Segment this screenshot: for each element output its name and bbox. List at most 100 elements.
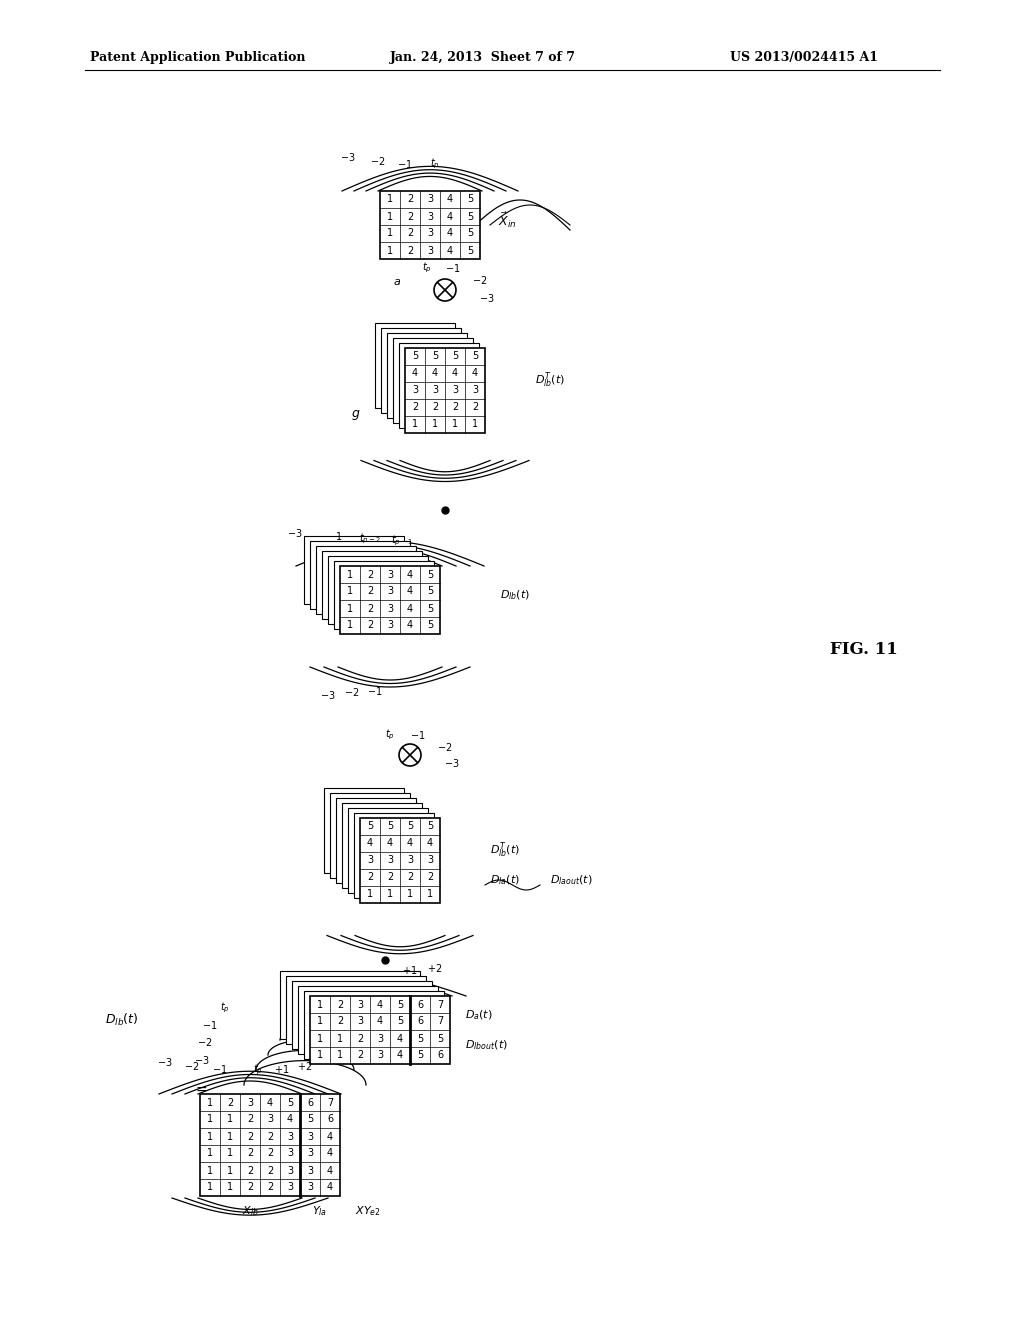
Text: $-2$: $-2$ <box>184 1060 200 1072</box>
Text: 3: 3 <box>247 1097 253 1107</box>
Text: 4: 4 <box>367 838 373 847</box>
Text: 4: 4 <box>432 368 438 378</box>
Text: 5: 5 <box>412 351 418 360</box>
Text: 3: 3 <box>432 385 438 395</box>
Text: 1: 1 <box>227 1114 233 1125</box>
Text: 3: 3 <box>287 1183 293 1192</box>
Text: 5: 5 <box>452 351 458 360</box>
Text: 3: 3 <box>307 1148 313 1159</box>
Text: 4: 4 <box>377 999 383 1010</box>
Text: 5: 5 <box>427 620 433 631</box>
Text: 2: 2 <box>267 1148 273 1159</box>
Text: 4: 4 <box>407 603 413 614</box>
Text: $-1$: $-1$ <box>411 729 426 741</box>
Bar <box>200 1094 340 1196</box>
Bar <box>336 797 416 883</box>
Text: 4: 4 <box>327 1166 333 1176</box>
Text: 4: 4 <box>397 1051 403 1060</box>
Text: $Y_{la}$: $Y_{la}$ <box>312 1204 328 1218</box>
Text: 2: 2 <box>227 1097 233 1107</box>
Text: 1: 1 <box>387 194 393 205</box>
Text: 1: 1 <box>207 1183 213 1192</box>
Text: 1: 1 <box>387 228 393 239</box>
Text: $D_{lbout}(t)$: $D_{lbout}(t)$ <box>465 1039 508 1052</box>
Text: 5: 5 <box>397 1016 403 1027</box>
Text: 2: 2 <box>337 1016 343 1027</box>
Text: 2: 2 <box>472 403 478 412</box>
Text: 7: 7 <box>437 999 443 1010</box>
Text: 5: 5 <box>467 246 473 256</box>
Text: 2: 2 <box>247 1114 253 1125</box>
Bar <box>310 997 450 1064</box>
Text: 4: 4 <box>327 1183 333 1192</box>
Text: 5: 5 <box>437 1034 443 1044</box>
Text: 1: 1 <box>347 586 353 597</box>
Text: 1: 1 <box>387 246 393 256</box>
Text: 1: 1 <box>317 1016 323 1027</box>
Text: $D^T_{lb}(t)$: $D^T_{lb}(t)$ <box>490 841 520 859</box>
Text: 4: 4 <box>446 246 453 256</box>
Text: 5: 5 <box>407 821 413 832</box>
Text: 5: 5 <box>427 569 433 579</box>
Text: 5: 5 <box>287 1097 293 1107</box>
Bar <box>330 792 410 878</box>
Bar <box>340 566 440 634</box>
Text: 3: 3 <box>307 1183 313 1192</box>
Text: 1: 1 <box>207 1114 213 1125</box>
Text: 4: 4 <box>387 838 393 847</box>
Text: 7: 7 <box>327 1097 333 1107</box>
Text: 4: 4 <box>407 569 413 579</box>
Bar <box>304 991 444 1059</box>
Text: 4: 4 <box>412 368 418 378</box>
Text: 5: 5 <box>467 211 473 222</box>
Text: 4: 4 <box>452 368 458 378</box>
Bar <box>406 347 485 433</box>
Bar <box>375 322 455 408</box>
Text: 2: 2 <box>367 620 373 631</box>
Text: 4: 4 <box>407 620 413 631</box>
Text: 4: 4 <box>287 1114 293 1125</box>
Text: $t_{p-2}$: $t_{p-2}$ <box>359 532 381 546</box>
Text: $D_a(t)$: $D_a(t)$ <box>465 1008 493 1022</box>
Text: 3: 3 <box>387 569 393 579</box>
Text: 3: 3 <box>452 385 458 395</box>
Text: 7: 7 <box>437 1016 443 1027</box>
Text: 3: 3 <box>357 1016 364 1027</box>
Text: 5: 5 <box>432 351 438 360</box>
Text: 2: 2 <box>407 194 413 205</box>
Text: $D_{laout}(t)$: $D_{laout}(t)$ <box>550 874 593 887</box>
Text: 4: 4 <box>327 1148 333 1159</box>
Text: 3: 3 <box>427 194 433 205</box>
Bar <box>354 813 434 898</box>
Text: 3: 3 <box>267 1114 273 1125</box>
Text: 4: 4 <box>377 1016 383 1027</box>
Text: $-1$: $-1$ <box>203 1019 218 1031</box>
Text: 1: 1 <box>412 418 418 429</box>
Text: 5: 5 <box>472 351 478 360</box>
Text: 2: 2 <box>267 1166 273 1176</box>
Text: 3: 3 <box>387 586 393 597</box>
Text: 2: 2 <box>407 873 413 882</box>
Text: $-2$: $-2$ <box>437 741 453 752</box>
Text: 2: 2 <box>247 1166 253 1176</box>
Text: $-2$: $-2$ <box>472 275 487 286</box>
Text: 5: 5 <box>427 821 433 832</box>
Text: 1: 1 <box>207 1131 213 1142</box>
Text: 2: 2 <box>407 228 413 239</box>
Text: $t_{p-1}$: $t_{p-1}$ <box>391 535 413 549</box>
Text: 3: 3 <box>387 603 393 614</box>
Text: $-3$: $-3$ <box>158 1056 173 1068</box>
Text: 2: 2 <box>367 603 373 614</box>
Text: 3: 3 <box>427 211 433 222</box>
Text: 5: 5 <box>387 821 393 832</box>
Text: 1: 1 <box>407 888 413 899</box>
Text: $-3$: $-3$ <box>479 292 495 304</box>
Text: 1: 1 <box>317 1051 323 1060</box>
Text: $D_{lb}(t)$: $D_{lb}(t)$ <box>105 1012 138 1028</box>
Text: $-3$: $-3$ <box>287 527 303 539</box>
Text: $a$: $a$ <box>393 277 401 286</box>
Text: 3: 3 <box>407 855 413 865</box>
Text: 2: 2 <box>387 873 393 882</box>
Text: 2: 2 <box>357 1051 364 1060</box>
Text: 4: 4 <box>472 368 478 378</box>
